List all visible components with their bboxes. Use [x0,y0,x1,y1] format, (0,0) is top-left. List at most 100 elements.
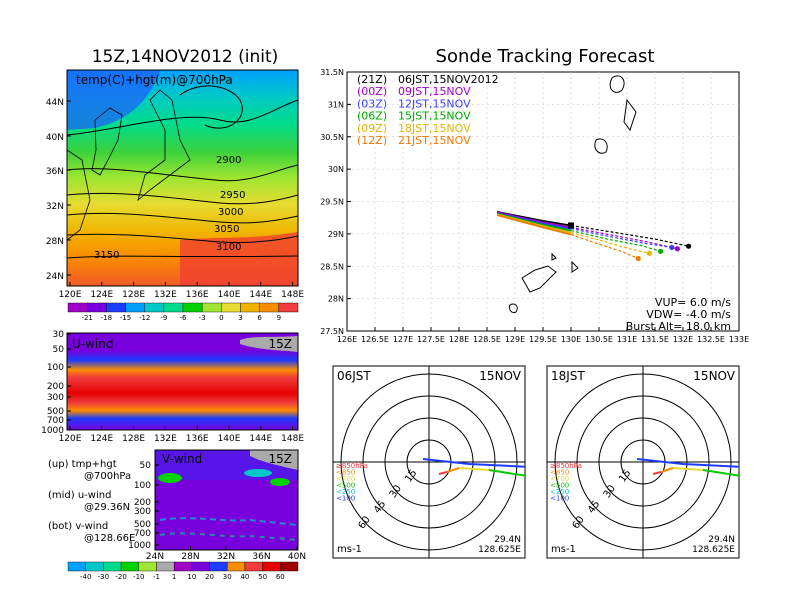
wind-colorbar-swatch [156,561,175,572]
wind-colorbar-label: -30 [98,573,109,581]
u-x-tick-label: 132E [154,434,177,444]
hodograph-level-label: <700 [550,475,569,483]
u-x-tick-label: 124E [90,434,113,444]
v-wind-time: 15Z [269,452,293,466]
wind-colorbar-swatch [138,561,157,572]
track-landing-point [686,243,692,249]
track-x-tick-label: 132.5E [697,335,725,344]
u-y-tick-label: 30 [53,330,65,340]
right-title: Sonde Tracking Forecast [436,46,655,67]
temp-y-axis: 44N 40N 36N 32N 28N 24N [46,98,71,282]
temp-frame [66,69,299,287]
wind-colorbar-label: -20 [115,573,126,581]
wind-colorbar-swatch [120,561,139,572]
wind-colorbar-label: -10 [133,573,144,581]
track-legend-time: 18JST,15NOV [398,122,471,135]
track-line-descent [570,228,672,249]
v-y-tick-label: 700 [134,529,151,539]
track-legend-zone: (12Z) [357,134,387,147]
track-legend-time: 21JST,15NOV [398,134,471,147]
temp-label: temp(C)+hgt(m)@700hPa [76,73,233,87]
track-y-tick-label: 27.5N [320,327,344,336]
colorbar-swatch [144,302,165,313]
v-wind-gray-area [250,450,298,470]
hodograph-level-label: <500 [336,482,355,490]
track-y-tick-label: 31N [328,100,344,109]
track-legend-zone: (03Z) [357,97,387,110]
u-x-tick-label: 144E [249,434,272,444]
track-x-tick-label: 132E [673,335,693,344]
track-y-tick-label: 31.5N [320,68,344,77]
colorbar-swatch [182,302,203,313]
wind-colorbar-swatch [209,561,228,572]
hodograph-level-label: <250 [336,488,355,496]
contour-label: 3000 [218,207,243,218]
burst-marker [568,222,574,229]
v-x-tick-label: 24N [146,552,164,562]
island-outline [571,260,579,273]
wind-colorbar-swatch [85,561,104,572]
china-coast [67,149,91,241]
colorbar-label: -12 [139,314,150,322]
hodograph-level-label: <850 [550,469,569,477]
temp-x-axis: 120E 124E 128E 132E 136E 140E 144E 148E [59,282,304,300]
v-y-tick-label: 500 [134,520,151,530]
track-line-descent [570,224,689,247]
v-y-tick-label: 300 [134,507,151,517]
colorbar-swatch [201,302,222,313]
hodograph-unit: ms-1 [551,544,576,555]
u-wind-gray-area [240,336,298,352]
temp-y-tick-label: 32N [46,202,64,212]
hodograph-level-label: <100 [336,495,355,503]
wind-colorbar-label: 10 [187,573,196,581]
track-axes: 126E 126.5E 127E 127.5E 128E 128.5E 129E 129.5E… [320,68,749,344]
track-x-tick-label: 131.5E [641,335,669,344]
track-x-tick-label: 127.5E [417,335,445,344]
track-x-tick-label: 133E [729,335,749,344]
v-wind-field [155,450,298,550]
wind-colorbar-swatch [191,561,210,572]
hodograph-level-label: ≥850hPa [550,462,582,470]
legend-value: @700hPa [84,471,131,482]
temp-x-tick-label: 136E [186,290,209,300]
warm-area [180,232,298,286]
track-line-descent [570,233,639,260]
hodograph-title: 18JST [551,369,585,383]
wind-colorbar-label: 60 [276,573,285,581]
track-line-descent [570,232,650,254]
u-x-tick-label: 136E [186,434,209,444]
colorbar-label: -18 [101,314,112,322]
hodograph-wind-trace [652,471,662,475]
track-legend: (21Z) 06JST,15NOV2012 (00Z) 09JST,15NOV (03Z… [357,73,499,147]
hodograph-wind-trace [422,458,525,468]
colorbar-label: -9 [160,314,167,322]
u-y-tick-label: 700 [47,416,64,426]
u-wind-x-axis: 120E 124E 128E 132E 136E 140E 144E 148E [59,426,304,444]
track-y-tick-label: 30N [328,165,344,174]
temp-x-tick-label: 120E [59,290,82,300]
vdw-param: VDW= -4.0 m/s [646,308,731,321]
cold-area [67,70,160,130]
temp-x-tick-label: 144E [249,290,272,300]
temp-y-tick-label: 24N [46,272,64,282]
hodograph-title: 06JST [337,369,371,383]
colorbar-swatch [67,302,88,313]
hodograph-wind-trace [636,458,739,468]
track-legend-time: 12JST,15NOV [398,97,471,110]
wind-colorbar-label: -1 [153,573,160,581]
hodograph-lat: 29.4N [494,535,521,545]
track-landing-point [674,246,681,252]
track-y-tick-label: 29N [328,230,344,239]
left-title: 15Z,14NOV2012 (init) [92,47,279,67]
temp-x-tick-label: 132E [154,290,177,300]
hodograph-wind-trace [446,467,460,473]
wind-colorbar-label: 1 [172,573,176,581]
hodograph-lat: 29.4N [708,535,735,545]
contour-line [67,99,298,136]
temp-colorbar: -21 -18 -15 -12 -9 -6 -3 0 3 6 9 [67,302,299,322]
legend-value: @128.66E [84,533,135,544]
island-outline [521,265,557,293]
v-wind-x-axis: 24N 28N 32N 36N 40N [146,546,306,562]
